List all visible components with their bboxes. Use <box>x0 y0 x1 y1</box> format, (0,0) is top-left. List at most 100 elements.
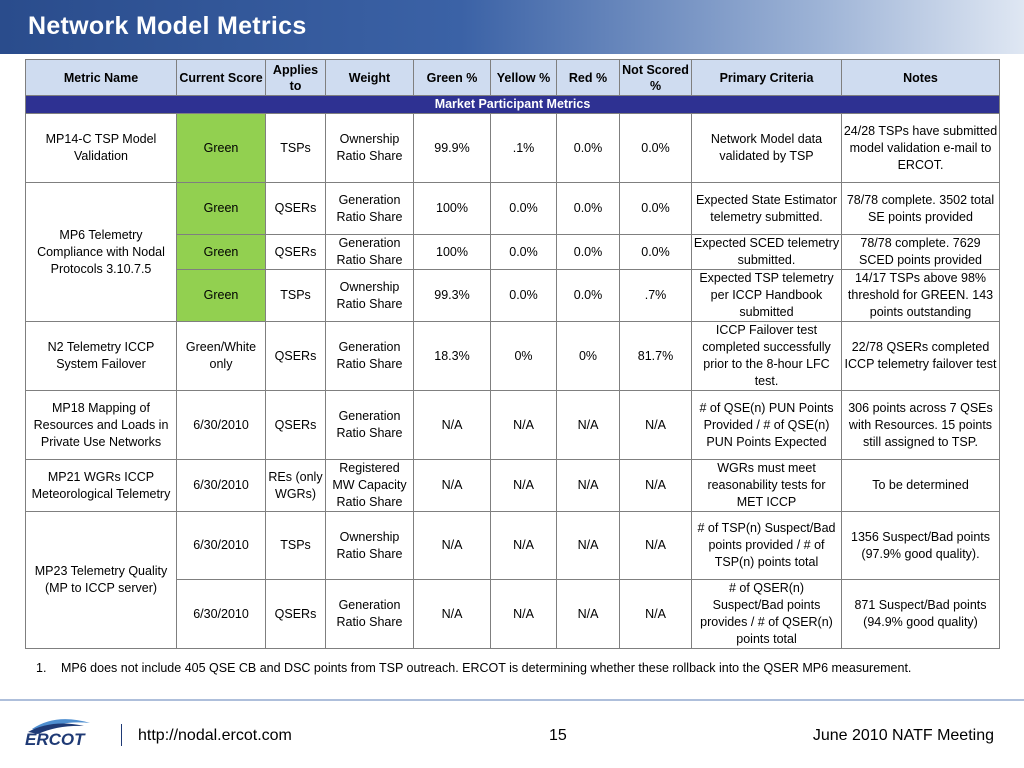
applies-to-cell: QSERs <box>265 579 326 649</box>
applies-to-cell: QSERs <box>265 234 326 270</box>
current-score-cell: Green <box>176 234 266 270</box>
red-pct-cell: N/A <box>556 511 620 580</box>
primary-criteria-cell: # of QSER(n) Suspect/Bad points provides… <box>691 579 842 649</box>
yellow-pct-cell: 0.0% <box>490 269 557 322</box>
meeting-label: June 2010 NATF Meeting <box>812 727 994 744</box>
not-scored-pct-cell: 0.0% <box>619 182 692 235</box>
table-row: 6/30/2010 QSERs Generation Ratio Share N… <box>26 579 1000 649</box>
current-score-cell: 6/30/2010 <box>176 459 266 512</box>
yellow-pct-cell: .1% <box>490 113 557 183</box>
weight-cell: Registered MW Capacity Ratio Share <box>325 459 414 512</box>
notes-cell: 14/17 TSPs above 98% threshold for GREEN… <box>841 269 1000 322</box>
notes-cell: 78/78 complete. 3502 total SE points pro… <box>841 182 1000 235</box>
primary-criteria-cell: Network Model data validated by TSP <box>691 113 842 183</box>
green-pct-cell: N/A <box>413 511 491 580</box>
applies-to-cell: QSERs <box>265 182 326 235</box>
primary-criteria-cell: Expected State Estimator telemetry submi… <box>691 182 842 235</box>
metric-name-cell: MP18 Mapping of Resources and Loads in P… <box>25 390 177 460</box>
column-header: Current Score <box>176 59 266 96</box>
metric-name-cell: MP23 Telemetry Quality (MP to ICCP serve… <box>25 511 177 649</box>
column-header: Yellow % <box>490 59 557 96</box>
primary-criteria-cell: WGRs must meet reasonability tests for M… <box>691 459 842 512</box>
table-header-row: Metric Name Current Score Applies to Wei… <box>25 59 1000 96</box>
current-score-cell: 6/30/2010 <box>176 390 266 460</box>
yellow-pct-cell: 0.0% <box>490 182 557 235</box>
green-pct-cell: N/A <box>413 579 491 649</box>
not-scored-pct-cell: 0.0% <box>619 113 692 183</box>
red-pct-cell: 0.0% <box>556 113 620 183</box>
ercot-logo-icon: ERCOT <box>25 719 90 749</box>
red-pct-cell: 0.0% <box>556 269 620 322</box>
primary-criteria-cell: # of QSE(n) PUN Points Provided / # of Q… <box>691 390 842 460</box>
current-score-cell: Green <box>176 269 266 322</box>
column-header: Applies to <box>265 59 326 96</box>
title-bar: Network Model Metrics <box>0 0 1024 54</box>
metric-name-cell: MP21 WGRs ICCP Meteorological Telemetry <box>25 459 177 512</box>
not-scored-pct-cell: 0.0% <box>619 234 692 270</box>
applies-to-cell: QSERs <box>265 321 326 391</box>
column-header: Metric Name <box>25 59 177 96</box>
column-header: Primary Criteria <box>691 59 842 96</box>
table-row: Green TSPs Ownership Ratio Share 99.3% 0… <box>26 269 1000 322</box>
current-score-cell: Green/White only <box>176 321 266 391</box>
logo-text: ERCOT <box>25 730 86 748</box>
green-pct-cell: N/A <box>413 390 491 460</box>
footer-separator <box>121 724 122 746</box>
metric-name-cell: MP14-C TSP Model Validation <box>25 113 177 183</box>
page-title: Network Model Metrics <box>28 12 307 40</box>
red-pct-cell: N/A <box>556 390 620 460</box>
weight-cell: Generation Ratio Share <box>325 321 414 391</box>
footer-divider <box>0 699 1024 701</box>
not-scored-pct-cell: 81.7% <box>619 321 692 391</box>
primary-criteria-cell: # of TSP(n) Suspect/Bad points provided … <box>691 511 842 580</box>
red-pct-cell: N/A <box>556 579 620 649</box>
metric-name-cell: N2 Telemetry ICCP System Failover <box>25 321 177 391</box>
notes-cell: To be determined <box>841 459 1000 512</box>
not-scored-pct-cell: N/A <box>619 390 692 460</box>
not-scored-pct-cell: N/A <box>619 511 692 580</box>
not-scored-pct-cell: N/A <box>619 579 692 649</box>
green-pct-cell: 99.9% <box>413 113 491 183</box>
not-scored-pct-cell: N/A <box>619 459 692 512</box>
yellow-pct-cell: 0% <box>490 321 557 391</box>
table-row: MP14-C TSP Model Validation Green TSPs O… <box>25 113 1000 183</box>
weight-cell: Ownership Ratio Share <box>325 113 414 183</box>
footnote-text: MP6 does not include 405 QSE CB and DSC … <box>61 661 912 675</box>
table-row: N2 Telemetry ICCP System Failover Green/… <box>25 321 1000 391</box>
notes-cell: 22/78 QSERs completed ICCP telemetry fai… <box>841 321 1000 391</box>
notes-cell: 871 Suspect/Bad points (94.9% good quali… <box>841 579 1000 649</box>
yellow-pct-cell: N/A <box>490 390 557 460</box>
applies-to-cell: TSPs <box>265 269 326 322</box>
table-row: Green QSERs Generation Ratio Share 100% … <box>26 234 1000 270</box>
column-header: Not Scored % <box>619 59 692 96</box>
page-number: 15 <box>549 727 567 744</box>
applies-to-cell: QSERs <box>265 390 326 460</box>
footer-url[interactable]: http://nodal.ercot.com <box>138 727 292 744</box>
green-pct-cell: 100% <box>413 234 491 270</box>
table-row: MP23 Telemetry Quality (MP to ICCP serve… <box>25 511 1000 649</box>
red-pct-cell: N/A <box>556 459 620 512</box>
current-score-cell: 6/30/2010 <box>176 511 266 580</box>
notes-cell: 78/78 complete. 7629 SCED points provide… <box>841 234 1000 270</box>
applies-to-cell: REs (only WGRs) <box>265 459 326 512</box>
weight-cell: Generation Ratio Share <box>325 579 414 649</box>
red-pct-cell: 0% <box>556 321 620 391</box>
applies-to-cell: TSPs <box>265 113 326 183</box>
red-pct-cell: 0.0% <box>556 182 620 235</box>
weight-cell: Generation Ratio Share <box>325 234 414 270</box>
column-header: Notes <box>841 59 1000 96</box>
red-pct-cell: 0.0% <box>556 234 620 270</box>
primary-criteria-cell: Expected SCED telemetry submitted. <box>691 234 842 270</box>
yellow-pct-cell: N/A <box>490 459 557 512</box>
column-header: Red % <box>556 59 620 96</box>
weight-cell: Generation Ratio Share <box>325 390 414 460</box>
current-score-cell: 6/30/2010 <box>176 579 266 649</box>
green-pct-cell: N/A <box>413 459 491 512</box>
table-row: MP21 WGRs ICCP Meteorological Telemetry … <box>25 459 1000 512</box>
column-header: Green % <box>413 59 491 96</box>
notes-cell: 1356 Suspect/Bad points (97.9% good qual… <box>841 511 1000 580</box>
applies-to-cell: TSPs <box>265 511 326 580</box>
notes-cell: 24/28 TSPs have submitted model validati… <box>841 113 1000 183</box>
yellow-pct-cell: N/A <box>490 511 557 580</box>
notes-cell: 306 points across 7 QSEs with Resources.… <box>841 390 1000 460</box>
